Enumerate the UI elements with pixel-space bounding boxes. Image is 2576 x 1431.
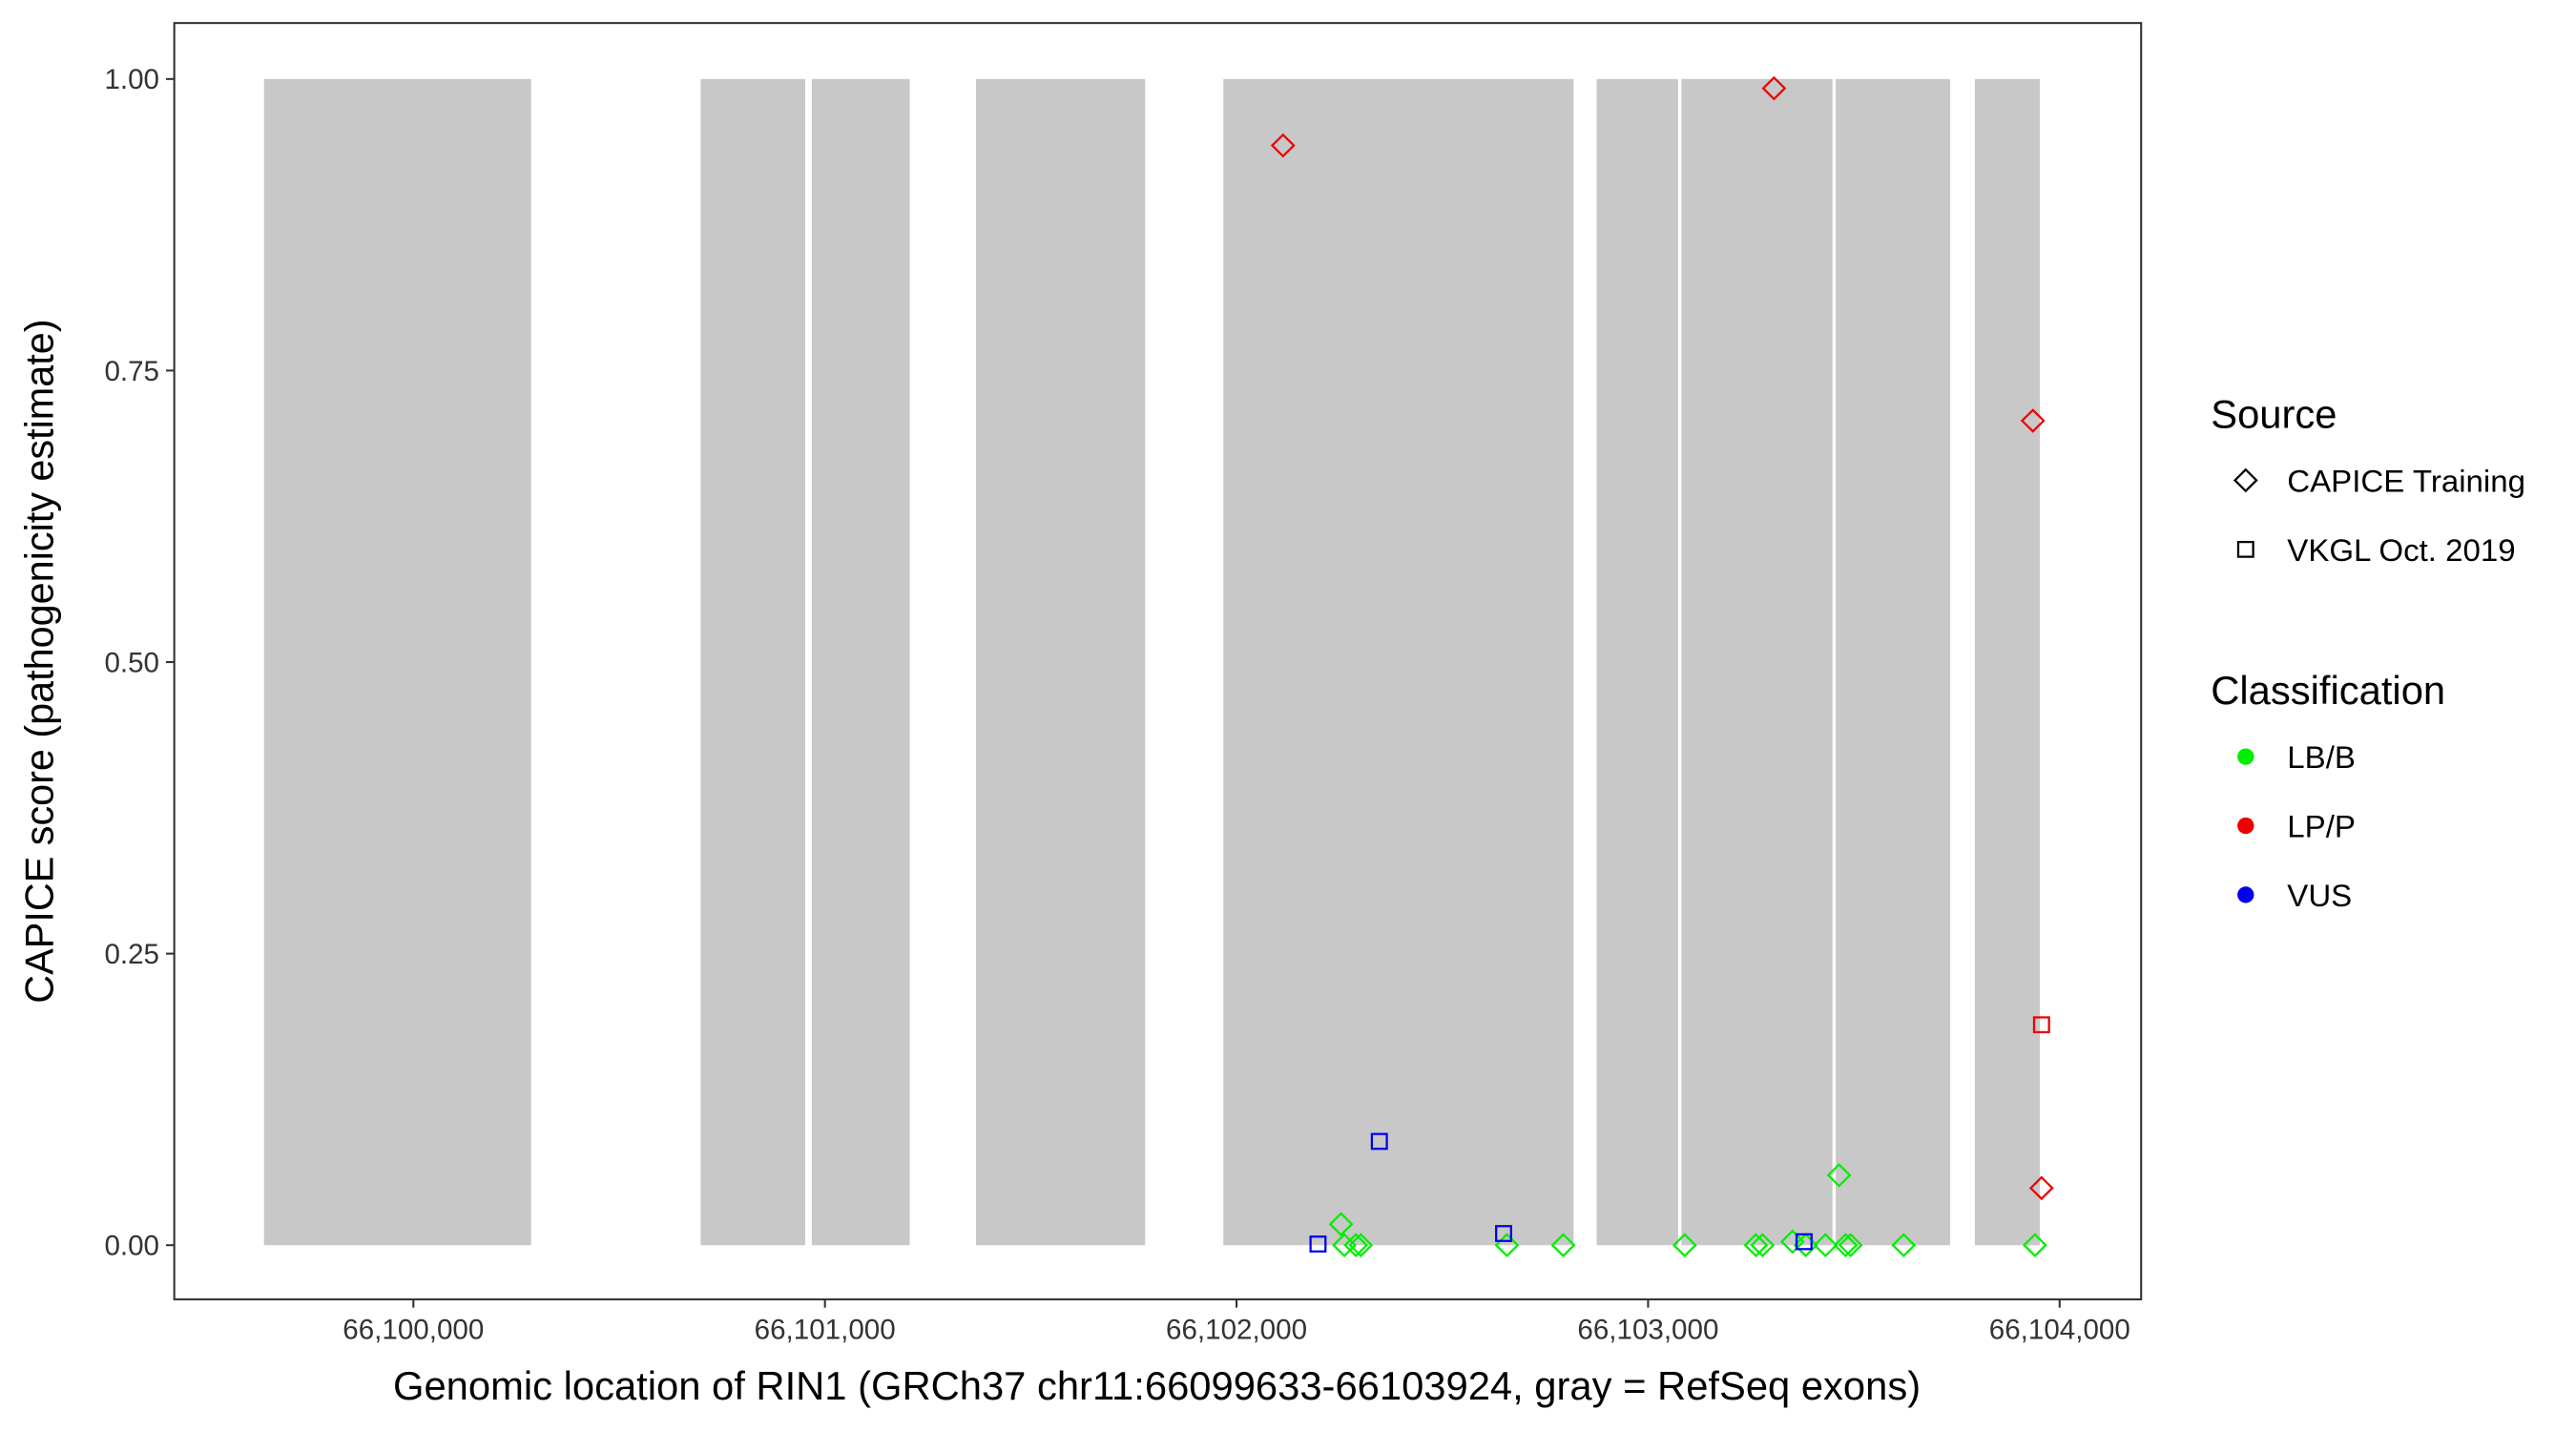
- point: [1838, 1233, 1863, 1258]
- exon: [1596, 78, 1678, 1246]
- x-tick-label: 66,102,000: [1166, 1315, 1307, 1346]
- x-axis-title: Genomic location of RIN1 (GRCh37 chr11:6…: [393, 1363, 1921, 1408]
- point: [1672, 1233, 1697, 1258]
- point: [1750, 1233, 1776, 1258]
- legend-key: [2237, 886, 2254, 903]
- point: [1833, 1233, 1859, 1258]
- legend-key: [2237, 817, 2254, 835]
- point: [1779, 1229, 1805, 1255]
- point: [1891, 1233, 1917, 1258]
- exon: [1836, 78, 1951, 1246]
- point: [1328, 1212, 1354, 1237]
- x-tick-label: 66,100,000: [343, 1315, 484, 1346]
- y-axis-title: CAPICE score (pathogenicity estimate): [16, 320, 61, 1004]
- legend-label: VKGL Oct. 2019: [2287, 532, 2515, 568]
- point: [2028, 1175, 2054, 1201]
- exon: [1681, 78, 1833, 1246]
- point: [1743, 1233, 1769, 1258]
- y-tick-label: 1.00: [104, 64, 159, 95]
- y-tick-label: 0.00: [104, 1231, 159, 1262]
- legend-label: LP/P: [2287, 809, 2356, 844]
- point: [1495, 1225, 1512, 1242]
- point: [1343, 1233, 1369, 1258]
- exon: [811, 78, 910, 1246]
- point: [1550, 1233, 1576, 1258]
- legend-title: Source: [2211, 391, 2337, 436]
- point: [1795, 1233, 1813, 1251]
- plot-border: [173, 22, 2143, 1301]
- point: [2032, 1016, 2050, 1034]
- point: [2022, 1233, 2047, 1258]
- exon: [263, 78, 531, 1246]
- point: [1813, 1233, 1839, 1258]
- legend-key: [2233, 467, 2258, 493]
- x-tick-label: 66,101,000: [755, 1315, 896, 1346]
- point: [1348, 1233, 1374, 1258]
- exon: [700, 78, 805, 1246]
- point: [2020, 408, 2046, 433]
- exon: [975, 78, 1146, 1246]
- point: [1793, 1233, 1818, 1258]
- y-tick-label: 0.75: [104, 356, 159, 387]
- x-tick-label: 66,104,000: [1989, 1315, 2130, 1346]
- legend-label: LB/B: [2287, 739, 2356, 775]
- point: [1309, 1235, 1327, 1253]
- legend-label: VUS: [2287, 878, 2352, 913]
- legend-key: [2237, 748, 2254, 765]
- exon: [1974, 78, 2041, 1246]
- exon: [1223, 78, 1574, 1246]
- legend-title: Classification: [2211, 668, 2445, 713]
- y-tick-label: 0.50: [104, 647, 159, 678]
- y-tick-label: 0.25: [104, 939, 159, 970]
- legend-key: [2236, 540, 2254, 558]
- point: [1370, 1132, 1388, 1151]
- point: [1332, 1233, 1357, 1258]
- legend-label: CAPICE Training: [2287, 464, 2525, 499]
- point: [1270, 133, 1296, 158]
- x-tick-label: 66,103,000: [1577, 1315, 1718, 1346]
- point: [1761, 75, 1787, 101]
- point: [1826, 1163, 1852, 1188]
